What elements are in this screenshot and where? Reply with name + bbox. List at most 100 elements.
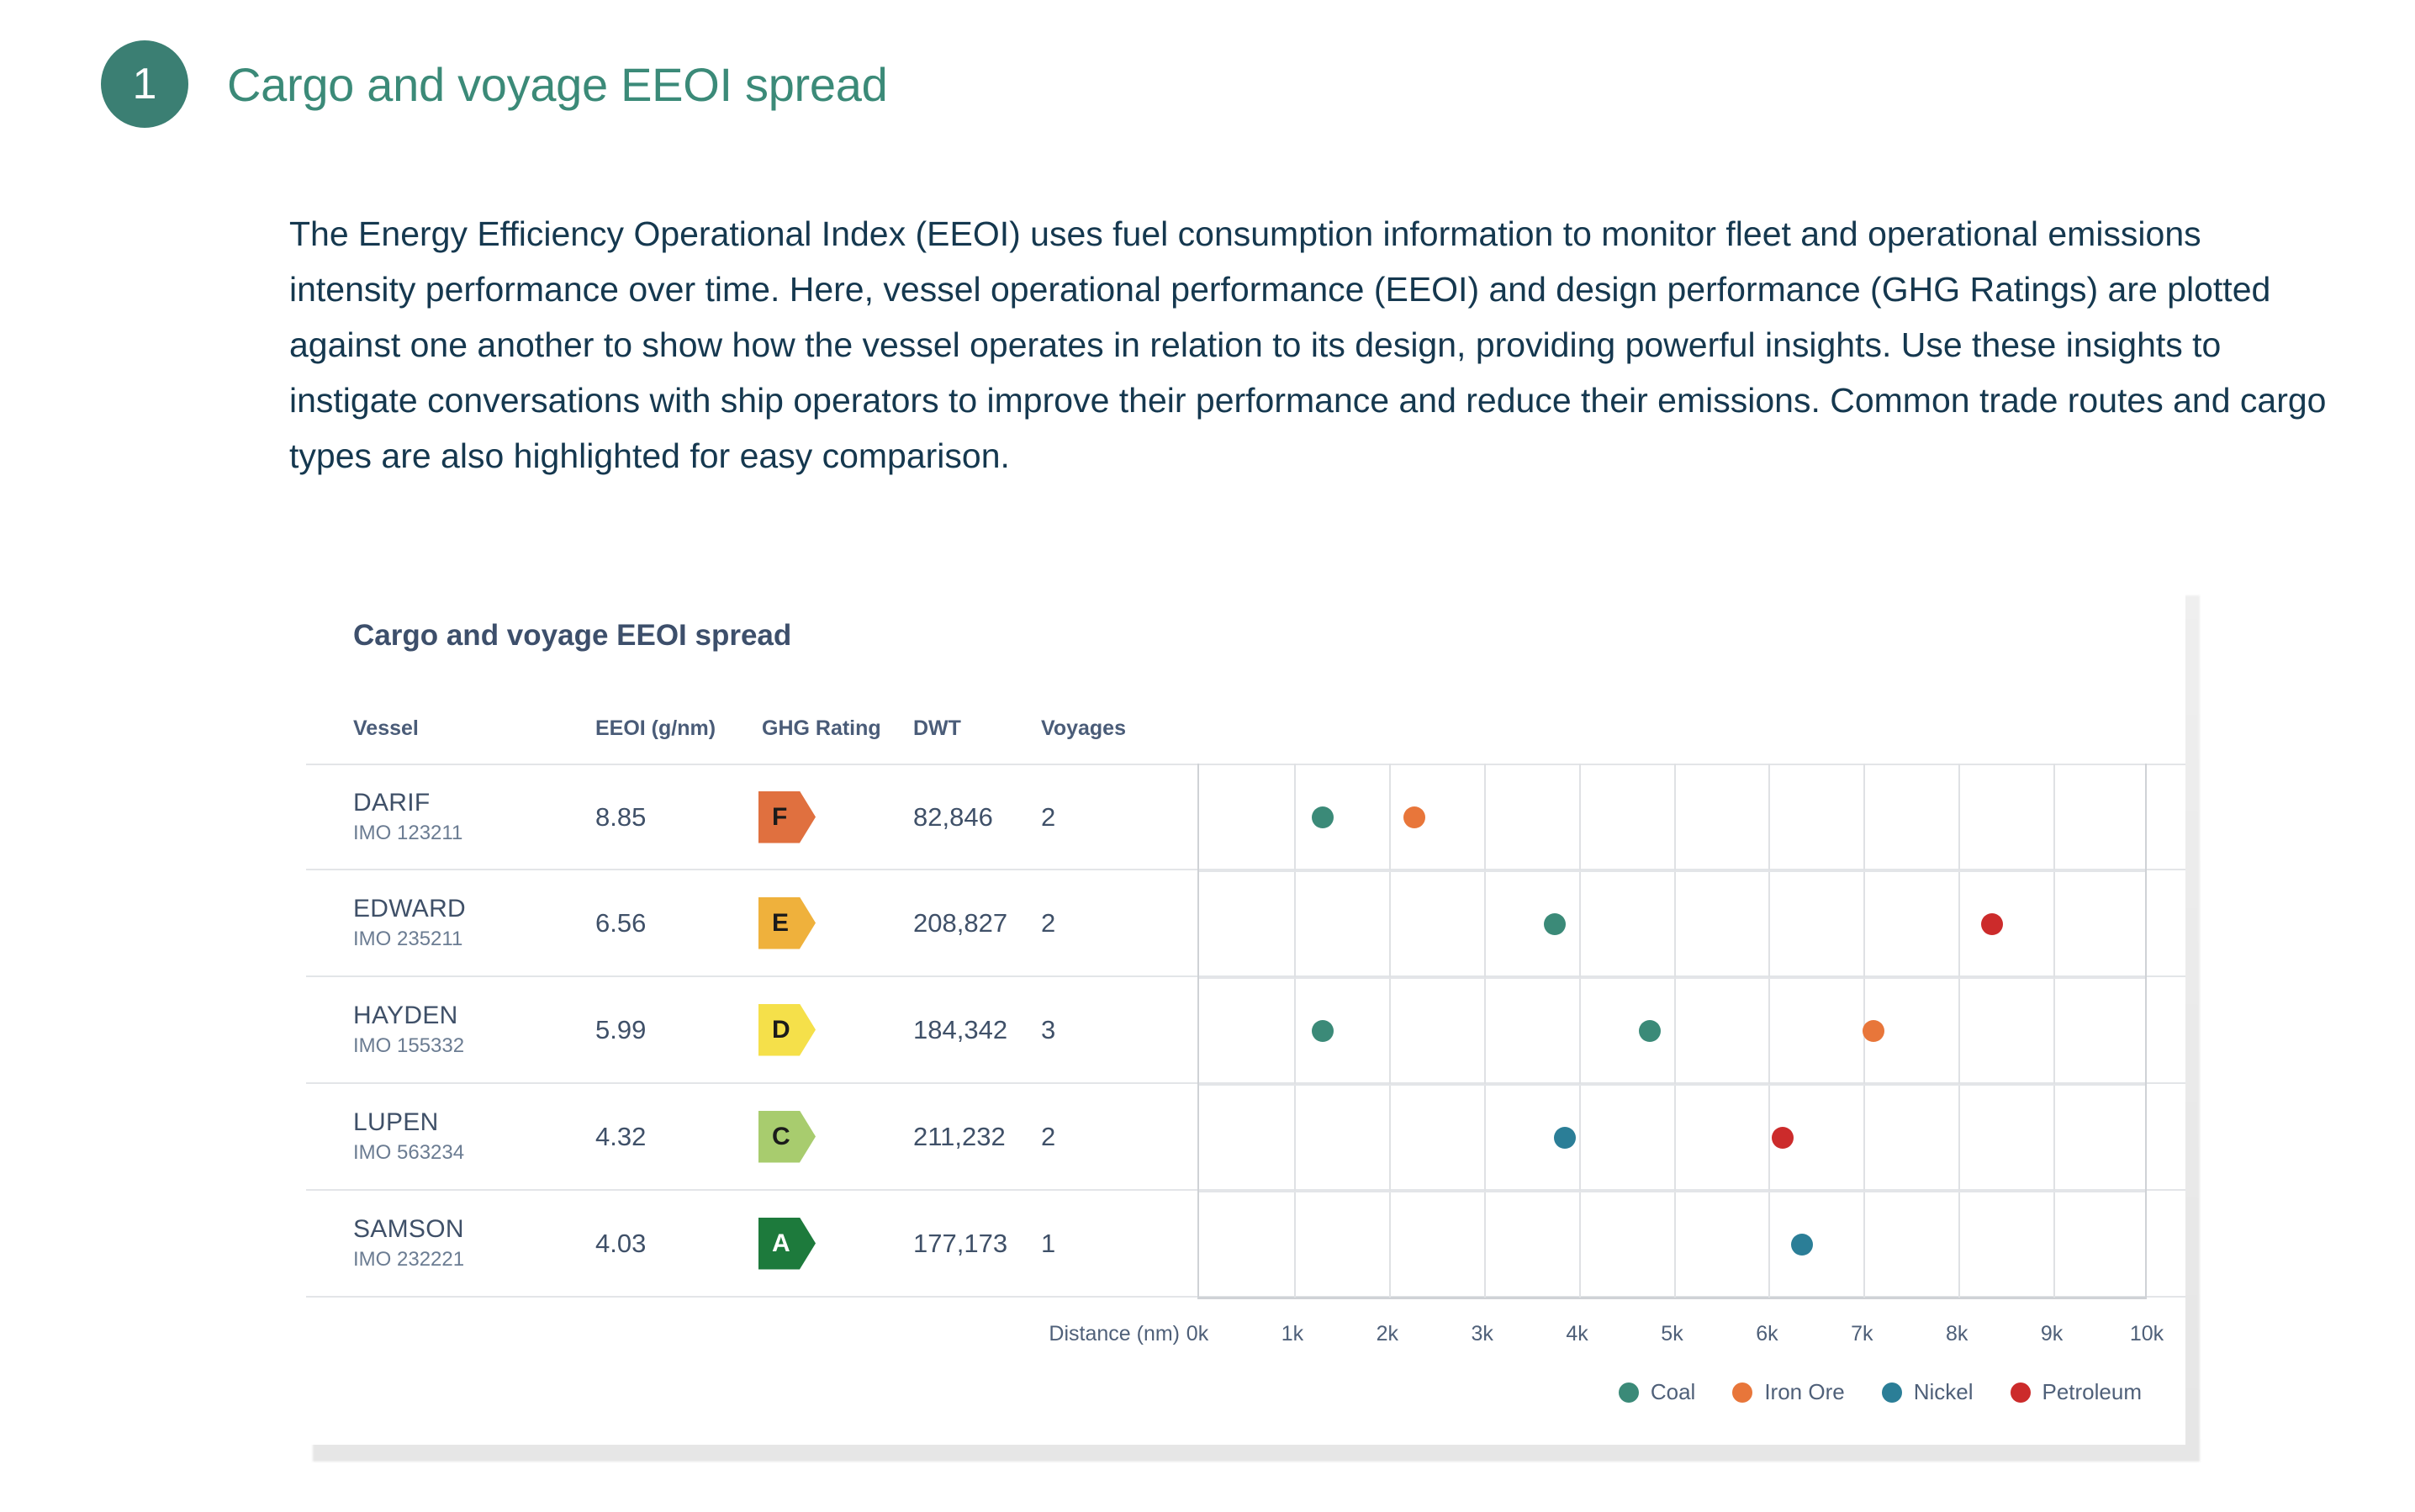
ghg-rating-badge: F xyxy=(758,790,816,843)
legend-label: Coal xyxy=(1650,1379,1696,1404)
column-header-vessel: Vessel xyxy=(353,716,419,740)
x-axis-tick: 5k xyxy=(1661,1322,1683,1345)
vessel-name: LUPEN xyxy=(353,1108,439,1136)
scatter-plot xyxy=(1197,764,2147,1299)
scatter-point[interactable] xyxy=(1311,806,1334,828)
gridline-vertical xyxy=(1293,764,1296,1298)
cell-voyages: 2 xyxy=(1041,907,1056,938)
vessel-imo: IMO 123211 xyxy=(353,821,463,844)
x-axis-tick: 8k xyxy=(1945,1322,1968,1345)
legend-item[interactable]: Coal xyxy=(1618,1379,1696,1405)
legend-color-dot xyxy=(1881,1382,1902,1403)
x-axis-tick: 10k xyxy=(2129,1322,2164,1345)
ghg-rating-badge: A xyxy=(758,1217,816,1270)
cell-dwt: 177,173 xyxy=(913,1228,1008,1258)
cell-voyages: 3 xyxy=(1041,1014,1056,1044)
cell-ghg-rating: E xyxy=(758,896,816,949)
legend-label: Petroleum xyxy=(2042,1379,2143,1404)
cell-eeoi: 4.03 xyxy=(595,1228,647,1258)
x-axis-tick: 0k xyxy=(1186,1322,1209,1345)
cell-ghg-rating: D xyxy=(758,1003,816,1056)
section-description: The Energy Efficiency Operational Index … xyxy=(289,214,2327,475)
step-number-text: 1 xyxy=(132,60,157,108)
cell-ghg-rating: A xyxy=(758,1217,816,1270)
column-header-ghg: GHG Rating xyxy=(762,716,881,740)
gridline-vertical xyxy=(1483,764,1486,1298)
vessel-name: DARIF xyxy=(353,788,431,817)
ghg-rating-badge: C xyxy=(758,1110,816,1163)
x-axis-tick: 4k xyxy=(1566,1322,1588,1345)
x-axis-tick: 3k xyxy=(1471,1322,1493,1345)
gridline-horizontal xyxy=(1199,1191,2145,1192)
card-title: Cargo and voyage EEOI spread xyxy=(353,619,792,652)
table-row[interactable]: EDWARD IMO 235211 6.56 E 208,827 2 xyxy=(306,870,2185,977)
cell-vessel: DARIF IMO 123211 xyxy=(353,787,462,848)
cell-eeoi: 4.32 xyxy=(595,1121,647,1151)
cell-eeoi: 6.56 xyxy=(595,907,647,938)
x-axis-tick: 1k xyxy=(1281,1322,1304,1345)
legend-item[interactable]: Nickel xyxy=(1881,1379,1974,1405)
chart-legend: Coal Iron Ore Nickel Petroleum xyxy=(1618,1379,2143,1405)
cell-dwt: 211,232 xyxy=(913,1121,1006,1151)
gridline-vertical xyxy=(2053,764,2056,1298)
cell-voyages: 2 xyxy=(1041,1121,1056,1151)
scatter-point[interactable] xyxy=(1639,1019,1662,1042)
ghg-rating-badge: E xyxy=(758,896,816,949)
cell-dwt: 184,342 xyxy=(913,1014,1008,1044)
scatter-point[interactable] xyxy=(1790,1233,1813,1256)
column-header-eeoi: EEOI (g/nm) xyxy=(595,716,716,740)
gridline-horizontal xyxy=(1199,977,2145,979)
vessel-name: HAYDEN xyxy=(353,1001,458,1029)
cell-vessel: HAYDEN IMO 155332 xyxy=(353,1000,464,1060)
gridline-vertical xyxy=(1388,764,1391,1298)
chart-card: Cargo and voyage EEOI spread Vessel EEOI… xyxy=(306,589,2185,1445)
column-header-dwt: DWT xyxy=(913,716,961,740)
gridline-vertical xyxy=(1958,764,1961,1298)
column-header-voyages: Voyages xyxy=(1041,716,1126,740)
gridline-vertical xyxy=(1578,764,1581,1298)
vessel-name: EDWARD xyxy=(353,894,467,923)
scatter-point[interactable] xyxy=(1862,1019,1884,1042)
scatter-point[interactable] xyxy=(1311,1019,1334,1042)
vessel-imo: IMO 155332 xyxy=(353,1034,465,1057)
cell-voyages: 2 xyxy=(1041,801,1056,832)
table-body: DARIF IMO 123211 8.85 F 82,846 2 EDWARD IMO 235… xyxy=(306,764,2185,1298)
legend-label: Iron Ore xyxy=(1764,1379,1845,1404)
gridline-vertical xyxy=(1673,764,1676,1298)
cell-ghg-rating: F xyxy=(758,790,816,843)
scatter-point[interactable] xyxy=(1553,1126,1576,1149)
scatter-point[interactable] xyxy=(1980,912,2003,935)
plot-baseline xyxy=(1197,1297,2147,1299)
legend-color-dot xyxy=(2010,1382,2031,1403)
gridline-horizontal xyxy=(1199,870,2145,872)
page-title: Cargo and voyage EEOI spread xyxy=(227,57,888,111)
legend-color-dot xyxy=(1732,1382,1753,1403)
cell-vessel: SAMSON IMO 232221 xyxy=(353,1213,464,1274)
table-row[interactable]: DARIF IMO 123211 8.85 F 82,846 2 xyxy=(306,764,2185,870)
x-axis-tick: 2k xyxy=(1376,1322,1398,1345)
gridline-horizontal xyxy=(1199,1084,2145,1086)
vessel-imo: IMO 235211 xyxy=(353,927,463,950)
cell-vessel: EDWARD IMO 235211 xyxy=(353,893,466,954)
scatter-point[interactable] xyxy=(1544,912,1567,935)
cell-voyages: 1 xyxy=(1041,1228,1056,1258)
legend-item[interactable]: Iron Ore xyxy=(1732,1379,1845,1405)
legend-item[interactable]: Petroleum xyxy=(2010,1379,2143,1405)
gridline-vertical xyxy=(1768,764,1771,1298)
scatter-point[interactable] xyxy=(1772,1126,1794,1149)
step-number-badge: 1 xyxy=(101,40,188,128)
table-row[interactable]: HAYDEN IMO 155332 5.99 D 184,342 3 xyxy=(306,977,2185,1084)
x-axis: Distance (nm) 0k 1k 2k 3k 4k 5k 6k 7k 8k 9k 10k xyxy=(306,1319,2185,1359)
x-axis-label: Distance (nm) xyxy=(1049,1322,1180,1345)
table-row[interactable]: LUPEN IMO 563234 4.32 C 211,232 2 xyxy=(306,1084,2185,1191)
scatter-point[interactable] xyxy=(1403,806,1426,828)
vessel-imo: IMO 232221 xyxy=(353,1247,465,1271)
ghg-rating-badge: D xyxy=(758,1003,816,1056)
cell-dwt: 208,827 xyxy=(913,907,1008,938)
section-header: 1 Cargo and voyage EEOI spread xyxy=(101,40,888,128)
x-axis-tick: 6k xyxy=(1756,1322,1778,1345)
table-header-row: Vessel EEOI (g/nm) GHG Rating DWT Voyage… xyxy=(306,716,2185,760)
cell-vessel: LUPEN IMO 563234 xyxy=(353,1107,464,1167)
x-axis-tick: 9k xyxy=(2040,1322,2064,1345)
